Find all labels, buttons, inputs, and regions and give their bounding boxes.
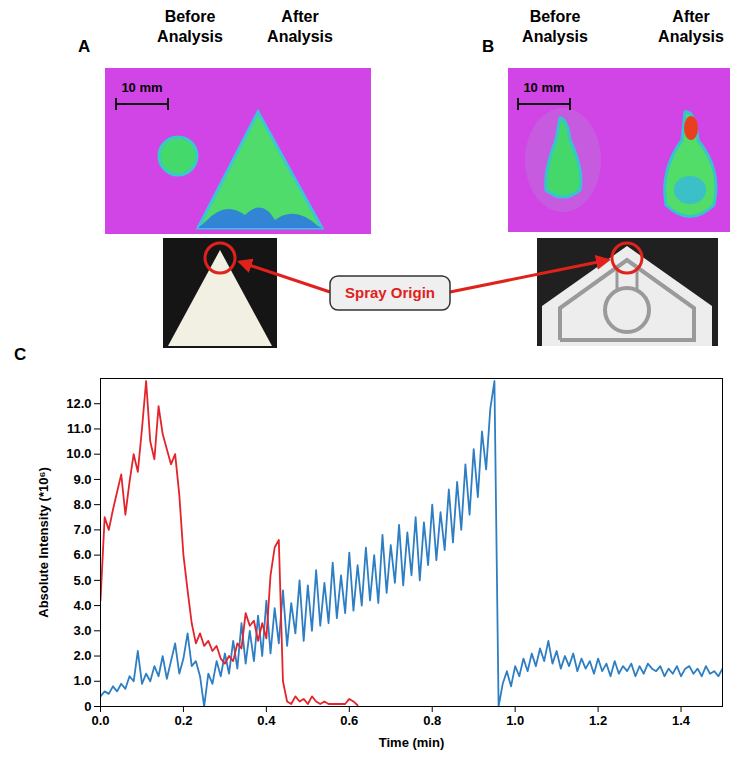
svg-text:Absolute Intensity (*10⁶): Absolute Intensity (*10⁶)	[36, 467, 51, 617]
svg-text:Analysis: Analysis	[522, 28, 588, 45]
svg-text:0.4: 0.4	[257, 713, 276, 728]
svg-text:1.0: 1.0	[73, 673, 91, 688]
svg-text:1.2: 1.2	[589, 713, 607, 728]
svg-text:B: B	[482, 37, 494, 56]
svg-text:Analysis: Analysis	[157, 28, 223, 45]
svg-text:1.4: 1.4	[672, 713, 691, 728]
svg-text:C: C	[14, 345, 26, 364]
svg-text:Spray Origin: Spray Origin	[345, 284, 435, 301]
svg-text:0.8: 0.8	[423, 713, 441, 728]
svg-text:0: 0	[84, 699, 91, 714]
svg-text:10.0: 10.0	[66, 446, 91, 461]
svg-text:12.0: 12.0	[66, 396, 91, 411]
svg-text:8.0: 8.0	[73, 497, 91, 512]
svg-text:Before: Before	[165, 8, 216, 25]
svg-text:After: After	[672, 8, 709, 25]
svg-text:0.0: 0.0	[91, 713, 109, 728]
svg-text:Analysis: Analysis	[267, 28, 333, 45]
svg-text:0.2: 0.2	[174, 713, 192, 728]
svg-text:Analysis: Analysis	[658, 28, 724, 45]
svg-text:0.6: 0.6	[340, 713, 358, 728]
svg-text:1.0: 1.0	[506, 713, 524, 728]
svg-text:7.0: 7.0	[73, 522, 91, 537]
svg-text:5.0: 5.0	[73, 573, 91, 588]
svg-text:11.0: 11.0	[67, 421, 92, 436]
svg-text:10 mm: 10 mm	[523, 80, 564, 95]
svg-text:Before: Before	[530, 8, 581, 25]
svg-text:9.0: 9.0	[73, 472, 91, 487]
svg-text:10 mm: 10 mm	[121, 80, 162, 95]
svg-text:A: A	[78, 37, 90, 56]
svg-text:6.0: 6.0	[73, 547, 91, 562]
svg-text:3.0: 3.0	[73, 623, 91, 638]
svg-text:4.0: 4.0	[73, 598, 91, 613]
svg-text:2.0: 2.0	[73, 648, 91, 663]
svg-text:Time (min): Time (min)	[379, 735, 445, 750]
svg-text:After: After	[281, 8, 318, 25]
